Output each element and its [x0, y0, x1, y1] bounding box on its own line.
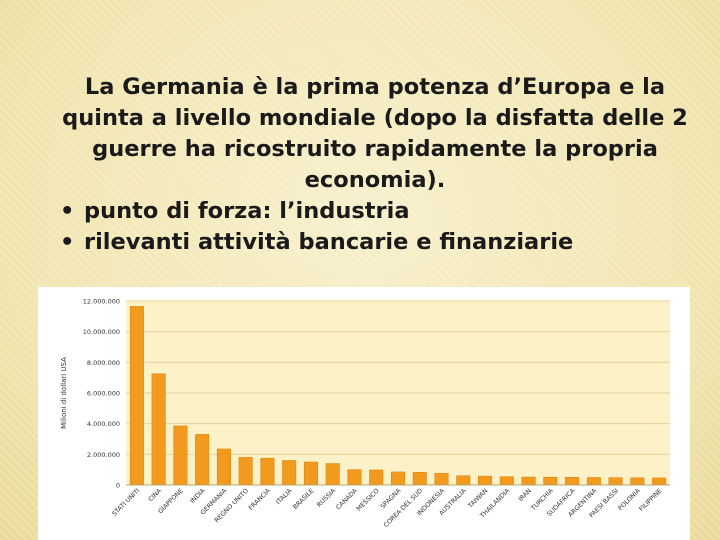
- x-tick-label: ITALIA: [275, 487, 294, 506]
- bullet-dot: •: [60, 198, 75, 224]
- y-tick-label: 4.000.000: [87, 420, 120, 428]
- bar: [456, 475, 471, 486]
- bar: [151, 373, 166, 486]
- bar: [282, 460, 297, 486]
- bar: [303, 461, 318, 486]
- bar: [586, 477, 601, 486]
- y-axis-label: Milioni di dollari USA: [60, 357, 68, 429]
- bar: [630, 477, 645, 486]
- y-tick-label: 10.000.000: [83, 328, 120, 336]
- bar: [412, 472, 427, 486]
- x-tick-label: IRAN: [517, 487, 533, 503]
- y-tick-label: 8.000.000: [87, 359, 120, 367]
- bar: [391, 471, 405, 486]
- bar: [608, 477, 623, 486]
- chart-svg: 0 2.000.000 4.000.000 6.000.000 8.000.000 10.…: [60, 298, 670, 529]
- y-tick-label: 2.000.000: [87, 451, 120, 459]
- y-tick-label: 12.000.000: [83, 298, 120, 306]
- x-tick-label: BRASILE: [292, 487, 315, 510]
- bar: [521, 476, 536, 486]
- bar: [129, 306, 144, 486]
- bar: [434, 473, 449, 486]
- bar: [652, 477, 667, 486]
- slide-paragraph: La Germania è la prima potenza d’Europa …: [62, 74, 688, 193]
- bar: [499, 476, 514, 486]
- x-tick-label: FRANCIA: [248, 487, 273, 512]
- bullet-dot: •: [60, 229, 75, 255]
- x-tick-label: RUSSIA: [316, 487, 338, 509]
- bar: [173, 425, 188, 486]
- bar: [260, 457, 275, 486]
- bar: [347, 469, 362, 486]
- x-tick-label: INDIA: [189, 487, 207, 505]
- bullet-item-banking: • rilevanti attività bancarie e finanzia…: [60, 227, 700, 258]
- bar: [238, 457, 253, 486]
- x-tick-label: STATI UNITI: [111, 487, 141, 517]
- bar: [478, 475, 493, 486]
- gdp-bar-chart: 0 2.000.000 4.000.000 6.000.000 8.000.000 10.…: [38, 287, 690, 540]
- bullet-text: punto di forza: l’industria: [84, 198, 410, 224]
- y-tick-label: 0: [116, 482, 120, 490]
- bar: [543, 476, 558, 486]
- bar: [369, 469, 384, 486]
- bar: [195, 434, 210, 486]
- bullet-list: • punto di forza: l’industria • rilevant…: [50, 196, 700, 258]
- x-tick-label: COREA DEL SUD: [383, 487, 425, 529]
- slide-text: La Germania è la prima potenza d’Europa …: [50, 72, 700, 258]
- bar: [216, 448, 231, 486]
- y-tick-label: 6.000.000: [87, 390, 120, 398]
- bullet-text: rilevanti attività bancarie e finanziari…: [84, 229, 574, 255]
- bar: [565, 477, 580, 486]
- bullet-item-industry: • punto di forza: l’industria: [60, 196, 700, 227]
- x-tick-label: CINA: [147, 487, 163, 503]
- x-tick-label: FILIPPINE: [638, 487, 663, 512]
- x-tick-label: MESSICO: [355, 487, 380, 512]
- bar: [325, 463, 340, 486]
